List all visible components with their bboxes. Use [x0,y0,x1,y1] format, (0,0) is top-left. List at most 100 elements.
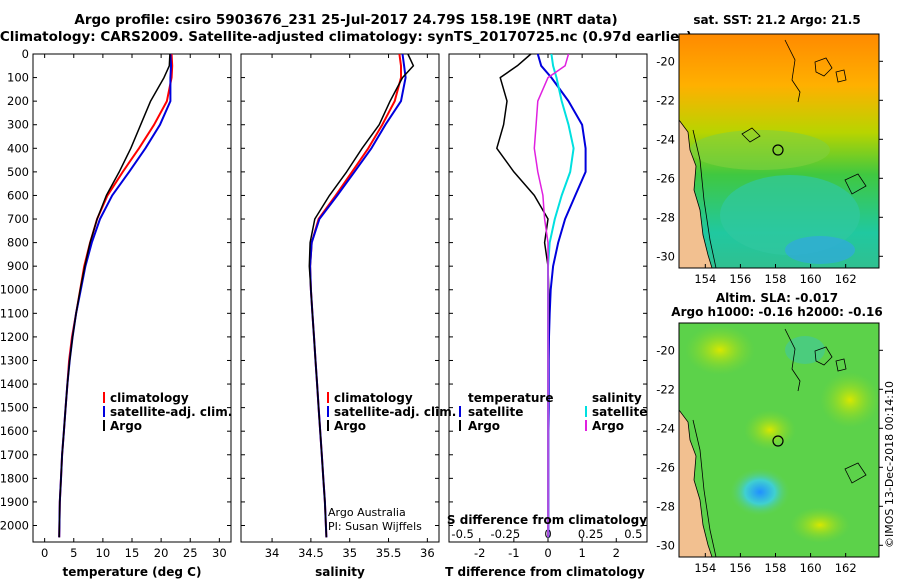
profile-lines [58,53,587,538]
depth-tick-label: 500 [7,165,29,179]
series-satellite-adj-clim- [58,53,172,538]
float-position-marker [772,144,784,156]
series-climatology [58,53,174,538]
sla-eddy [730,468,790,516]
series-climatology [309,53,402,538]
legend-temperature-heading: temperature [468,391,553,405]
depth-tick-label: 1900 [0,495,29,509]
sla-map: Altim. SLA: -0.017 Argo h1000: -0.16 h20… [656,291,883,575]
sla-map-frame [678,322,880,558]
lon-tick-label: 156 [729,561,751,575]
x-tick-label: 36 [420,546,435,560]
depth-tick-label: 800 [7,236,29,250]
depth-axis: 0 100 200 300 400 500 600 700 800 900 1000 1100 1200… [0,47,29,532]
legend-t-satellite: satellite [468,405,523,419]
sla-low [785,336,825,364]
lat-tick-label: -28 [656,210,675,224]
lat-tick-label: -20 [656,54,675,68]
australia-coast [679,119,713,268]
s-diff-tick-label: -0.25 [490,527,520,541]
sst-cool-patch [720,175,860,255]
depth-tick-label: 1200 [0,330,29,344]
depth-tick-label: 2000 [0,518,29,532]
series-temperature-satellite [536,53,587,538]
lat-tick-label: -28 [656,499,675,513]
seamount-contour [844,462,867,484]
x-tick-label: 5 [70,546,77,560]
x-tick-label: 35.5 [376,546,402,560]
sst-map: sat. SST: 21.2 Argo: 21.5 -20-22-24-26-2… [656,13,883,286]
title-line-2: Climatology: CARS2009. Satellite-adjuste… [0,29,692,45]
depth-tick-label: 300 [7,118,29,132]
sst-map-title: sat. SST: 21.2 Argo: 21.5 [693,13,860,27]
lon-tick-label: 154 [694,272,716,286]
s-difference-axis-label: S difference from climatology [447,513,647,527]
lat-tick-label: -22 [656,93,675,107]
depth-tick-label: 400 [7,141,29,155]
x-tick-label: 25 [183,546,198,560]
x-tick-label: 15 [125,546,140,560]
credit-line-2: PI: Susan Wijffels [328,520,422,533]
lon-tick-label: 162 [835,272,857,286]
lat-tick-label: -26 [656,460,675,474]
depth-tick-label: 700 [7,212,29,226]
depth-tick-label: 1400 [0,377,29,391]
legend-climatology: climatology [334,391,413,405]
legend-salinity-heading: salinity [592,391,642,405]
lon-tick-label: 156 [729,272,751,286]
salinity-panel-frame [240,53,440,543]
lon-tick-label: 160 [800,561,822,575]
x-tick-label: 10 [96,546,111,560]
sla-map-title-2: Argo h1000: -0.16 h2000: -0.16 [671,305,882,319]
legend-s-argo: Argo [592,419,624,433]
x-tick-label: 0 [41,546,48,560]
legend-satellite: satellite-adj. clim. [334,405,456,419]
lat-tick-label: -22 [656,382,675,396]
lat-tick-label: -24 [656,132,675,146]
t-difference-axis-label: T difference from climatology [445,565,645,579]
sla-high [744,410,796,450]
depth-tick-label: 100 [7,71,29,85]
x-tick-label: 2 [613,546,620,560]
lat-tick-label: -26 [656,171,675,185]
legend-argo: Argo [110,419,142,433]
sst-cool-patch [785,236,855,264]
salinity-axis-label: salinity [315,565,365,579]
legend-argo: Argo [334,419,366,433]
difference-legend: temperature satellite Argo salinity sate… [459,391,647,433]
depth-tick-label: 1300 [0,353,29,367]
lat-tick-label: -20 [656,343,675,357]
series-argo [308,53,415,538]
depth-tick-label: 600 [7,188,29,202]
australia-coast [679,409,713,557]
s-diff-tick-label: 0.25 [578,527,604,541]
series-salinity-argo [533,53,570,538]
x-tick-label: 1 [578,546,585,560]
sst-warm-patch [690,130,830,170]
imos-stamp: ©IMOS 13-Dec-2018 00:14:10 [883,381,896,548]
sla-high [790,507,850,543]
reef-contour [814,57,847,83]
reef-contour [784,39,801,103]
float-position-marker [772,435,784,447]
credit-line-1: Argo Australia [328,506,406,519]
lat-tick-label: -30 [656,538,675,552]
sla-longitude-ticks: 154 156 158 160 162 [694,553,857,575]
legend-satellite: satellite-adj. clim. [110,405,232,419]
x-tick-label: 34 [265,546,280,560]
depth-tick-label: 1000 [0,283,29,297]
sla-high [820,372,879,428]
lat-tick-label: -30 [656,249,675,263]
seamount-contour [844,173,867,195]
depth-tick-label: 900 [7,259,29,273]
depth-tick-label: 1700 [0,448,29,462]
s-diff-tick-label: 0.5 [624,527,642,541]
sst-latitude-ticks: -20 -22 -24 -26 -28 -30 [656,54,883,263]
temperature-panel-frame [32,53,232,543]
x-tick-label: 20 [154,546,169,560]
depth-tick-label: 1500 [0,401,29,415]
x-tick-label: 35 [342,546,357,560]
lon-tick-label: 160 [800,272,822,286]
title-line-1: Argo profile: csiro 5903676_231 25-Jul-2… [74,12,617,28]
lon-tick-label: 158 [765,561,787,575]
